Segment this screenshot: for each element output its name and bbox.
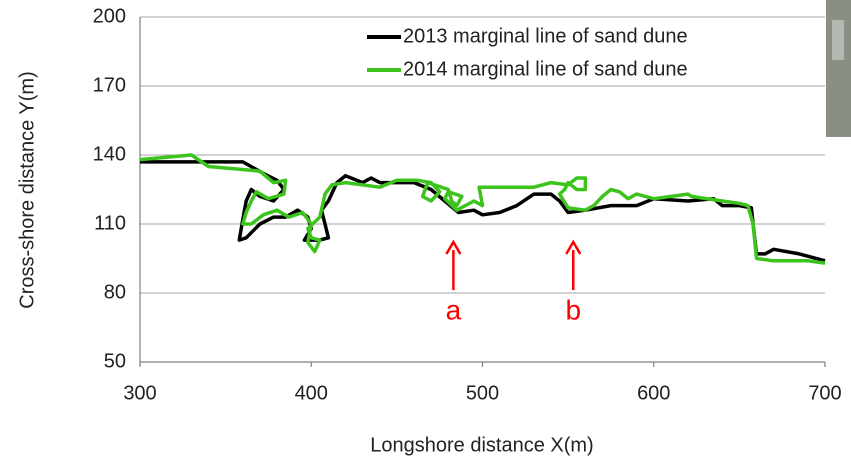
y-tick-label: 110 <box>94 212 126 234</box>
legend-label: 2013 marginal line of sand dune <box>403 25 688 47</box>
inset-photo-detail <box>832 20 844 60</box>
y-tick-label: 170 <box>93 74 126 96</box>
x-tick-label: 600 <box>637 382 670 404</box>
y-tick-label: 200 <box>93 5 126 27</box>
annotation-label: b <box>565 294 581 325</box>
x-tick-label: 500 <box>466 382 499 404</box>
y-tick-label: 140 <box>93 143 126 165</box>
legend-label: 2014 marginal line of sand dune <box>403 58 688 80</box>
x-tick-label: 400 <box>295 382 328 404</box>
x-tick-label: 300 <box>123 382 156 404</box>
series-line <box>140 155 825 263</box>
x-tick-label: 700 <box>808 382 841 404</box>
series-line <box>140 162 825 261</box>
annotation-label: a <box>446 294 462 325</box>
y-tick-label: 50 <box>104 350 126 372</box>
chart: Cross-shore distance Y(m) Longshore dist… <box>0 0 851 469</box>
y-tick-label: 80 <box>104 281 126 303</box>
y-axis-title: Cross-shore distance Y(m) <box>16 71 38 308</box>
x-axis-title: Longshore distance X(m) <box>370 434 593 456</box>
